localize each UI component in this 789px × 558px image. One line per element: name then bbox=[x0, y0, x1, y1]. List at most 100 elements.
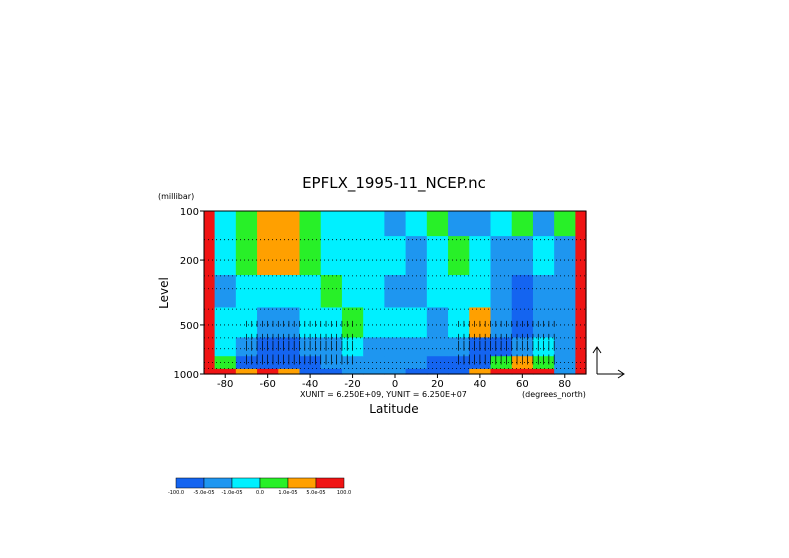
field-cell bbox=[405, 306, 428, 338]
field-cell bbox=[532, 211, 555, 237]
field-cell bbox=[448, 274, 470, 308]
field-cell bbox=[426, 355, 449, 369]
field-cell bbox=[511, 368, 534, 375]
field-cell bbox=[320, 235, 343, 276]
field-cell bbox=[384, 211, 407, 237]
field-cell bbox=[575, 274, 587, 308]
y-tick-label: 500 bbox=[180, 321, 199, 332]
field-cell bbox=[363, 211, 385, 237]
field-cell bbox=[214, 274, 237, 308]
field-cell bbox=[426, 368, 449, 375]
field-cell bbox=[363, 306, 385, 338]
field-cell bbox=[257, 274, 279, 308]
field-cell bbox=[257, 211, 279, 237]
field-cell bbox=[554, 211, 576, 237]
field-cell bbox=[405, 368, 428, 375]
field-cell bbox=[341, 274, 364, 308]
field-cell bbox=[469, 235, 492, 276]
y-axis: 100 200 500 1000 bbox=[174, 207, 204, 381]
field-cell bbox=[384, 355, 407, 369]
field-cell bbox=[384, 274, 407, 308]
field-cell bbox=[532, 235, 555, 276]
y-units-label: (millibar) bbox=[158, 192, 194, 201]
field-cell bbox=[363, 368, 385, 375]
colorbar-label: 100.0 bbox=[337, 490, 351, 496]
x-tick-label: 80 bbox=[558, 379, 571, 390]
field-cell bbox=[235, 235, 258, 276]
colorbar-swatch bbox=[231, 477, 261, 489]
field-cell bbox=[532, 368, 555, 375]
field-cell bbox=[448, 211, 470, 237]
field-cell bbox=[405, 274, 428, 308]
field-cell bbox=[554, 368, 576, 375]
colorbar: -100.0 -5.0e-05 -1.0e-05 0.0 1.0e-05 5.0e-05 1… bbox=[168, 477, 351, 496]
field-cell bbox=[469, 368, 492, 375]
field-cell bbox=[384, 235, 407, 276]
field-cell bbox=[214, 211, 237, 237]
field-cell bbox=[257, 235, 279, 276]
colorbar-label: -5.0e-05 bbox=[194, 490, 215, 496]
x-axis: -80 -60 -40 -20 0 20 40 60 80 bbox=[217, 374, 571, 390]
field-cell bbox=[469, 274, 492, 308]
x-tick-label: -40 bbox=[302, 379, 318, 390]
field-cell bbox=[554, 336, 576, 357]
colorbar-label: 5.0e-05 bbox=[306, 490, 325, 496]
x-tick-label: 20 bbox=[431, 379, 444, 390]
field-cell bbox=[204, 355, 216, 369]
field-cell bbox=[405, 211, 428, 237]
x-tick-label: 40 bbox=[474, 379, 487, 390]
y-tick-label: 200 bbox=[180, 256, 199, 267]
contour-field bbox=[204, 211, 587, 375]
colorbar-label: 0.0 bbox=[256, 490, 264, 496]
field-cell bbox=[278, 368, 301, 375]
field-cell bbox=[204, 211, 216, 237]
field-cell bbox=[490, 235, 513, 276]
field-cell bbox=[341, 211, 364, 237]
field-cell bbox=[581, 211, 586, 374]
field-cell bbox=[299, 211, 322, 237]
field-cell bbox=[214, 336, 237, 357]
field-cell bbox=[204, 368, 216, 375]
field-cell bbox=[532, 274, 555, 308]
ep-flux-vectors bbox=[246, 320, 555, 365]
x-tick-label: -20 bbox=[344, 379, 360, 390]
field-cell bbox=[214, 355, 237, 369]
field-cell bbox=[299, 235, 322, 276]
colorbar-swatch bbox=[203, 477, 233, 489]
field-cell bbox=[235, 368, 258, 375]
colorbar-swatch bbox=[175, 477, 205, 489]
colorbar-swatch bbox=[315, 477, 345, 489]
field-cell bbox=[575, 211, 587, 237]
field-cell bbox=[214, 235, 237, 276]
field-cell bbox=[554, 355, 576, 369]
x-tick-label: 0 bbox=[392, 379, 398, 390]
field-cell bbox=[204, 235, 216, 276]
field-cell bbox=[554, 274, 576, 308]
field-cell bbox=[511, 274, 534, 308]
field-cell bbox=[341, 235, 364, 276]
x-tick-label: -60 bbox=[259, 379, 275, 390]
colorbar-swatch bbox=[287, 477, 317, 489]
field-cell bbox=[204, 274, 216, 308]
field-cell bbox=[363, 235, 385, 276]
field-cell bbox=[575, 306, 587, 338]
field-cell bbox=[363, 336, 385, 357]
field-cell bbox=[363, 355, 385, 369]
field-cell bbox=[278, 235, 301, 276]
field-cell bbox=[511, 235, 534, 276]
vector-scale-text: XUNIT = 6.250E+09, YUNIT = 6.250E+07 bbox=[300, 390, 467, 399]
field-cell bbox=[426, 306, 449, 338]
field-cell bbox=[235, 274, 258, 308]
field-cell bbox=[384, 336, 407, 357]
field-cell bbox=[278, 211, 301, 237]
field-cell bbox=[363, 274, 385, 308]
field-cell bbox=[214, 368, 237, 375]
field-cell bbox=[448, 235, 470, 276]
colorbar-label: -1.0e-05 bbox=[222, 490, 243, 496]
y-axis-label: Level bbox=[157, 277, 171, 309]
field-cell bbox=[511, 211, 534, 237]
field-cell bbox=[554, 306, 576, 338]
colorbar-label: -100.0 bbox=[168, 490, 184, 496]
field-cell bbox=[320, 274, 343, 308]
